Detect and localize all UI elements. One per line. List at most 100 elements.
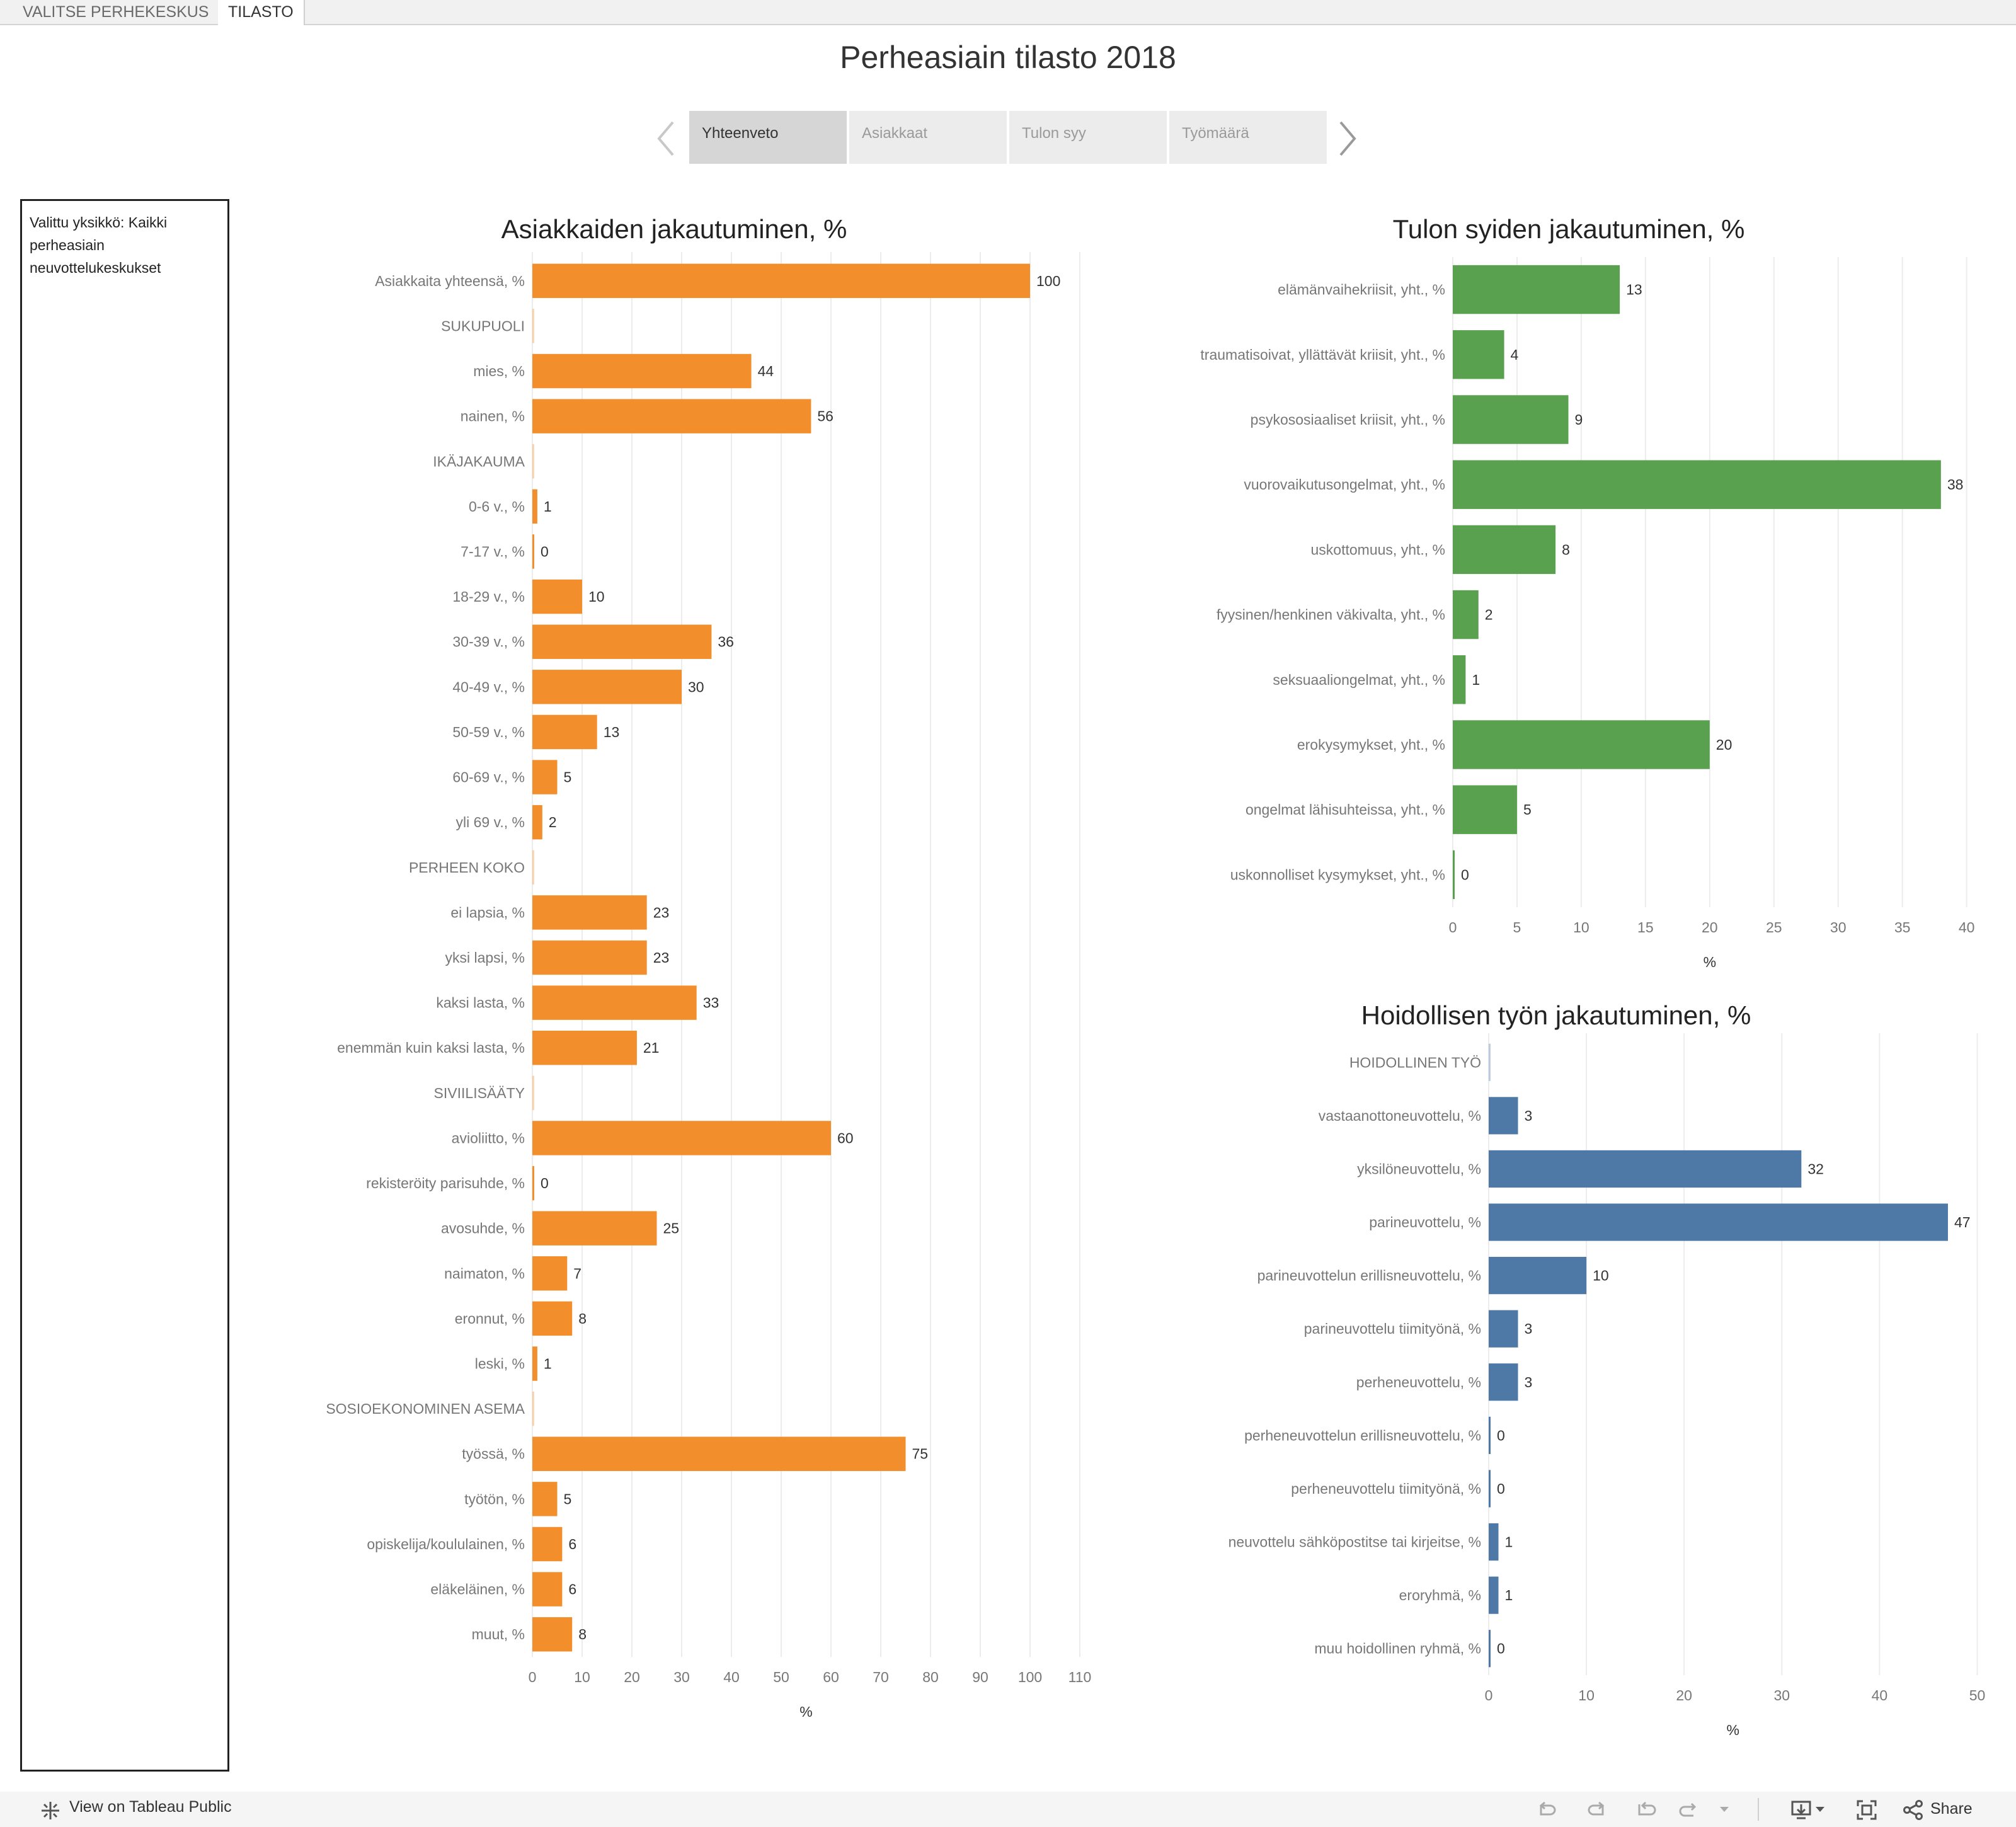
tick-label: 15 [1637, 919, 1654, 936]
tick-label: 20 [1702, 919, 1718, 936]
bar [532, 805, 542, 840]
data-label: 75 [912, 1446, 929, 1462]
data-label: 3 [1525, 1108, 1533, 1124]
data-label: 1 [1505, 1587, 1513, 1603]
share-icon[interactable] [1903, 1799, 1924, 1821]
category-label: muut, % [472, 1626, 525, 1642]
data-label: 0 [541, 543, 549, 559]
bar [1489, 1363, 1518, 1401]
data-label: 2 [549, 814, 557, 830]
bar [1453, 460, 1941, 509]
bar [1489, 1097, 1518, 1135]
data-label: 25 [663, 1220, 680, 1237]
tick-label: 20 [1676, 1687, 1692, 1704]
category-label: muu hoidollinen ryhmä, % [1314, 1641, 1481, 1657]
selected-unit-box: Valittu yksikkö: Kaikki perheasiain neuv… [20, 199, 229, 1772]
tick-label: 50 [773, 1669, 789, 1685]
tick-label: 30 [673, 1669, 690, 1685]
tick-label: 100 [1018, 1669, 1042, 1685]
tick-label: 40 [723, 1669, 740, 1685]
tab-yhteenveto[interactable]: Yhteenveto [689, 111, 847, 164]
bar [1453, 655, 1466, 704]
axis-title: % [1727, 1722, 1739, 1738]
chevron-right-icon[interactable] [1337, 120, 1358, 158]
tick-label: 110 [1068, 1669, 1092, 1685]
bar [532, 1121, 831, 1155]
tab-tilasto[interactable]: TILASTO [218, 0, 305, 25]
category-label: rekisteröity parisuhde, % [366, 1175, 525, 1191]
bar [532, 309, 534, 343]
category-label: 60-69 v., % [452, 769, 525, 786]
workbook-tab-strip: VALITSE PERHEKESKUS TILASTO [0, 0, 2016, 25]
view-on-tableau-link[interactable]: View on Tableau Public [69, 1798, 232, 1816]
tick-label: 10 [574, 1669, 590, 1685]
share-button[interactable]: Share [1930, 1800, 1973, 1818]
chart-title-hoidollinen-tyo: Hoidollisen työn jakautuminen, % [1361, 1000, 1751, 1030]
tab-tulon-syy[interactable]: Tulon syy [1009, 111, 1167, 164]
tick-label: 70 [873, 1669, 889, 1685]
bar [1489, 1470, 1491, 1508]
category-label: nainen, % [461, 408, 525, 425]
fullscreen-icon[interactable] [1856, 1799, 1877, 1821]
category-label: mies, % [473, 363, 525, 379]
chart-asiakkaiden-jakautuminen: Asiakkaita yhteensä, % 100SUKUPUOLImies, … [326, 252, 1092, 1720]
download-dropdown-icon[interactable] [1814, 1806, 1826, 1813]
category-label: ongelmat lähisuhteissa, yht., % [1246, 801, 1445, 818]
bar [1489, 1310, 1518, 1348]
data-label: 1 [544, 498, 552, 515]
bar [1489, 1630, 1491, 1668]
footer-toolbar: View on Tableau Public [0, 1792, 2016, 1827]
bar [532, 1075, 534, 1111]
data-label: 8 [1562, 541, 1570, 558]
chart-hoidollisen-tyon-jakautuminen: HOIDOLLINEN TYÖ vastaanottoneuvottelu, % 3… [1228, 1033, 1985, 1738]
data-label: 4 [1511, 346, 1519, 363]
category-label: yli 69 v., % [456, 814, 525, 830]
data-label: 23 [653, 904, 670, 920]
tick-label: 0 [529, 1669, 537, 1685]
data-label: 38 [1947, 476, 1964, 493]
data-label: 30 [688, 679, 704, 695]
revert-icon[interactable] [1635, 1799, 1657, 1821]
bar [532, 534, 534, 569]
toolbar-divider [1758, 1798, 1759, 1821]
tab-tyomaara[interactable]: Työmäärä [1169, 111, 1327, 164]
undo-icon[interactable] [1536, 1799, 1557, 1821]
dropdown-arrow-icon[interactable] [1719, 1806, 1730, 1813]
bar [532, 353, 752, 389]
data-label: 60 [837, 1130, 854, 1146]
category-label: eronnut, % [455, 1310, 525, 1327]
tick-label: 0 [1449, 919, 1457, 936]
data-label: 2 [1485, 607, 1493, 623]
tab-asiakkaat[interactable]: Asiakkaat [849, 111, 1007, 164]
bar [532, 1346, 537, 1381]
redo-icon[interactable] [1586, 1799, 1608, 1821]
bar [532, 489, 537, 524]
data-label: 5 [1523, 801, 1532, 818]
category-label: HOIDOLLINEN TYÖ [1349, 1054, 1481, 1070]
data-label: 13 [604, 724, 620, 740]
data-label: 5 [564, 769, 572, 786]
category-label: parineuvottelu tiimityönä, % [1304, 1320, 1481, 1337]
data-label: 33 [703, 995, 719, 1011]
bar [532, 940, 647, 975]
bar [1453, 525, 1556, 575]
data-label: 1 [1472, 672, 1480, 688]
refresh-icon[interactable] [1678, 1799, 1700, 1821]
chevron-left-icon[interactable] [655, 120, 677, 158]
category-label: erokysymykset, yht., % [1297, 736, 1445, 753]
download-icon[interactable] [1790, 1799, 1812, 1821]
tab-valitse-perhekeskus[interactable]: VALITSE PERHEKESKUS [13, 0, 220, 24]
bar [532, 850, 534, 885]
axis-title: % [799, 1704, 812, 1720]
bar [1453, 395, 1569, 444]
data-label: 13 [1626, 282, 1642, 298]
bar [1453, 330, 1504, 379]
chart-title-tulon-syyt: Tulon syiden jakautuminen, % [1392, 214, 1745, 244]
data-label: 0 [1461, 866, 1469, 883]
data-label: 23 [653, 949, 670, 966]
category-label: leski, % [475, 1356, 525, 1372]
bar [532, 1617, 573, 1652]
category-label: Asiakkaita yhteensä, % [375, 273, 525, 289]
data-label: 32 [1807, 1160, 1824, 1177]
data-label: 0 [541, 1175, 549, 1191]
